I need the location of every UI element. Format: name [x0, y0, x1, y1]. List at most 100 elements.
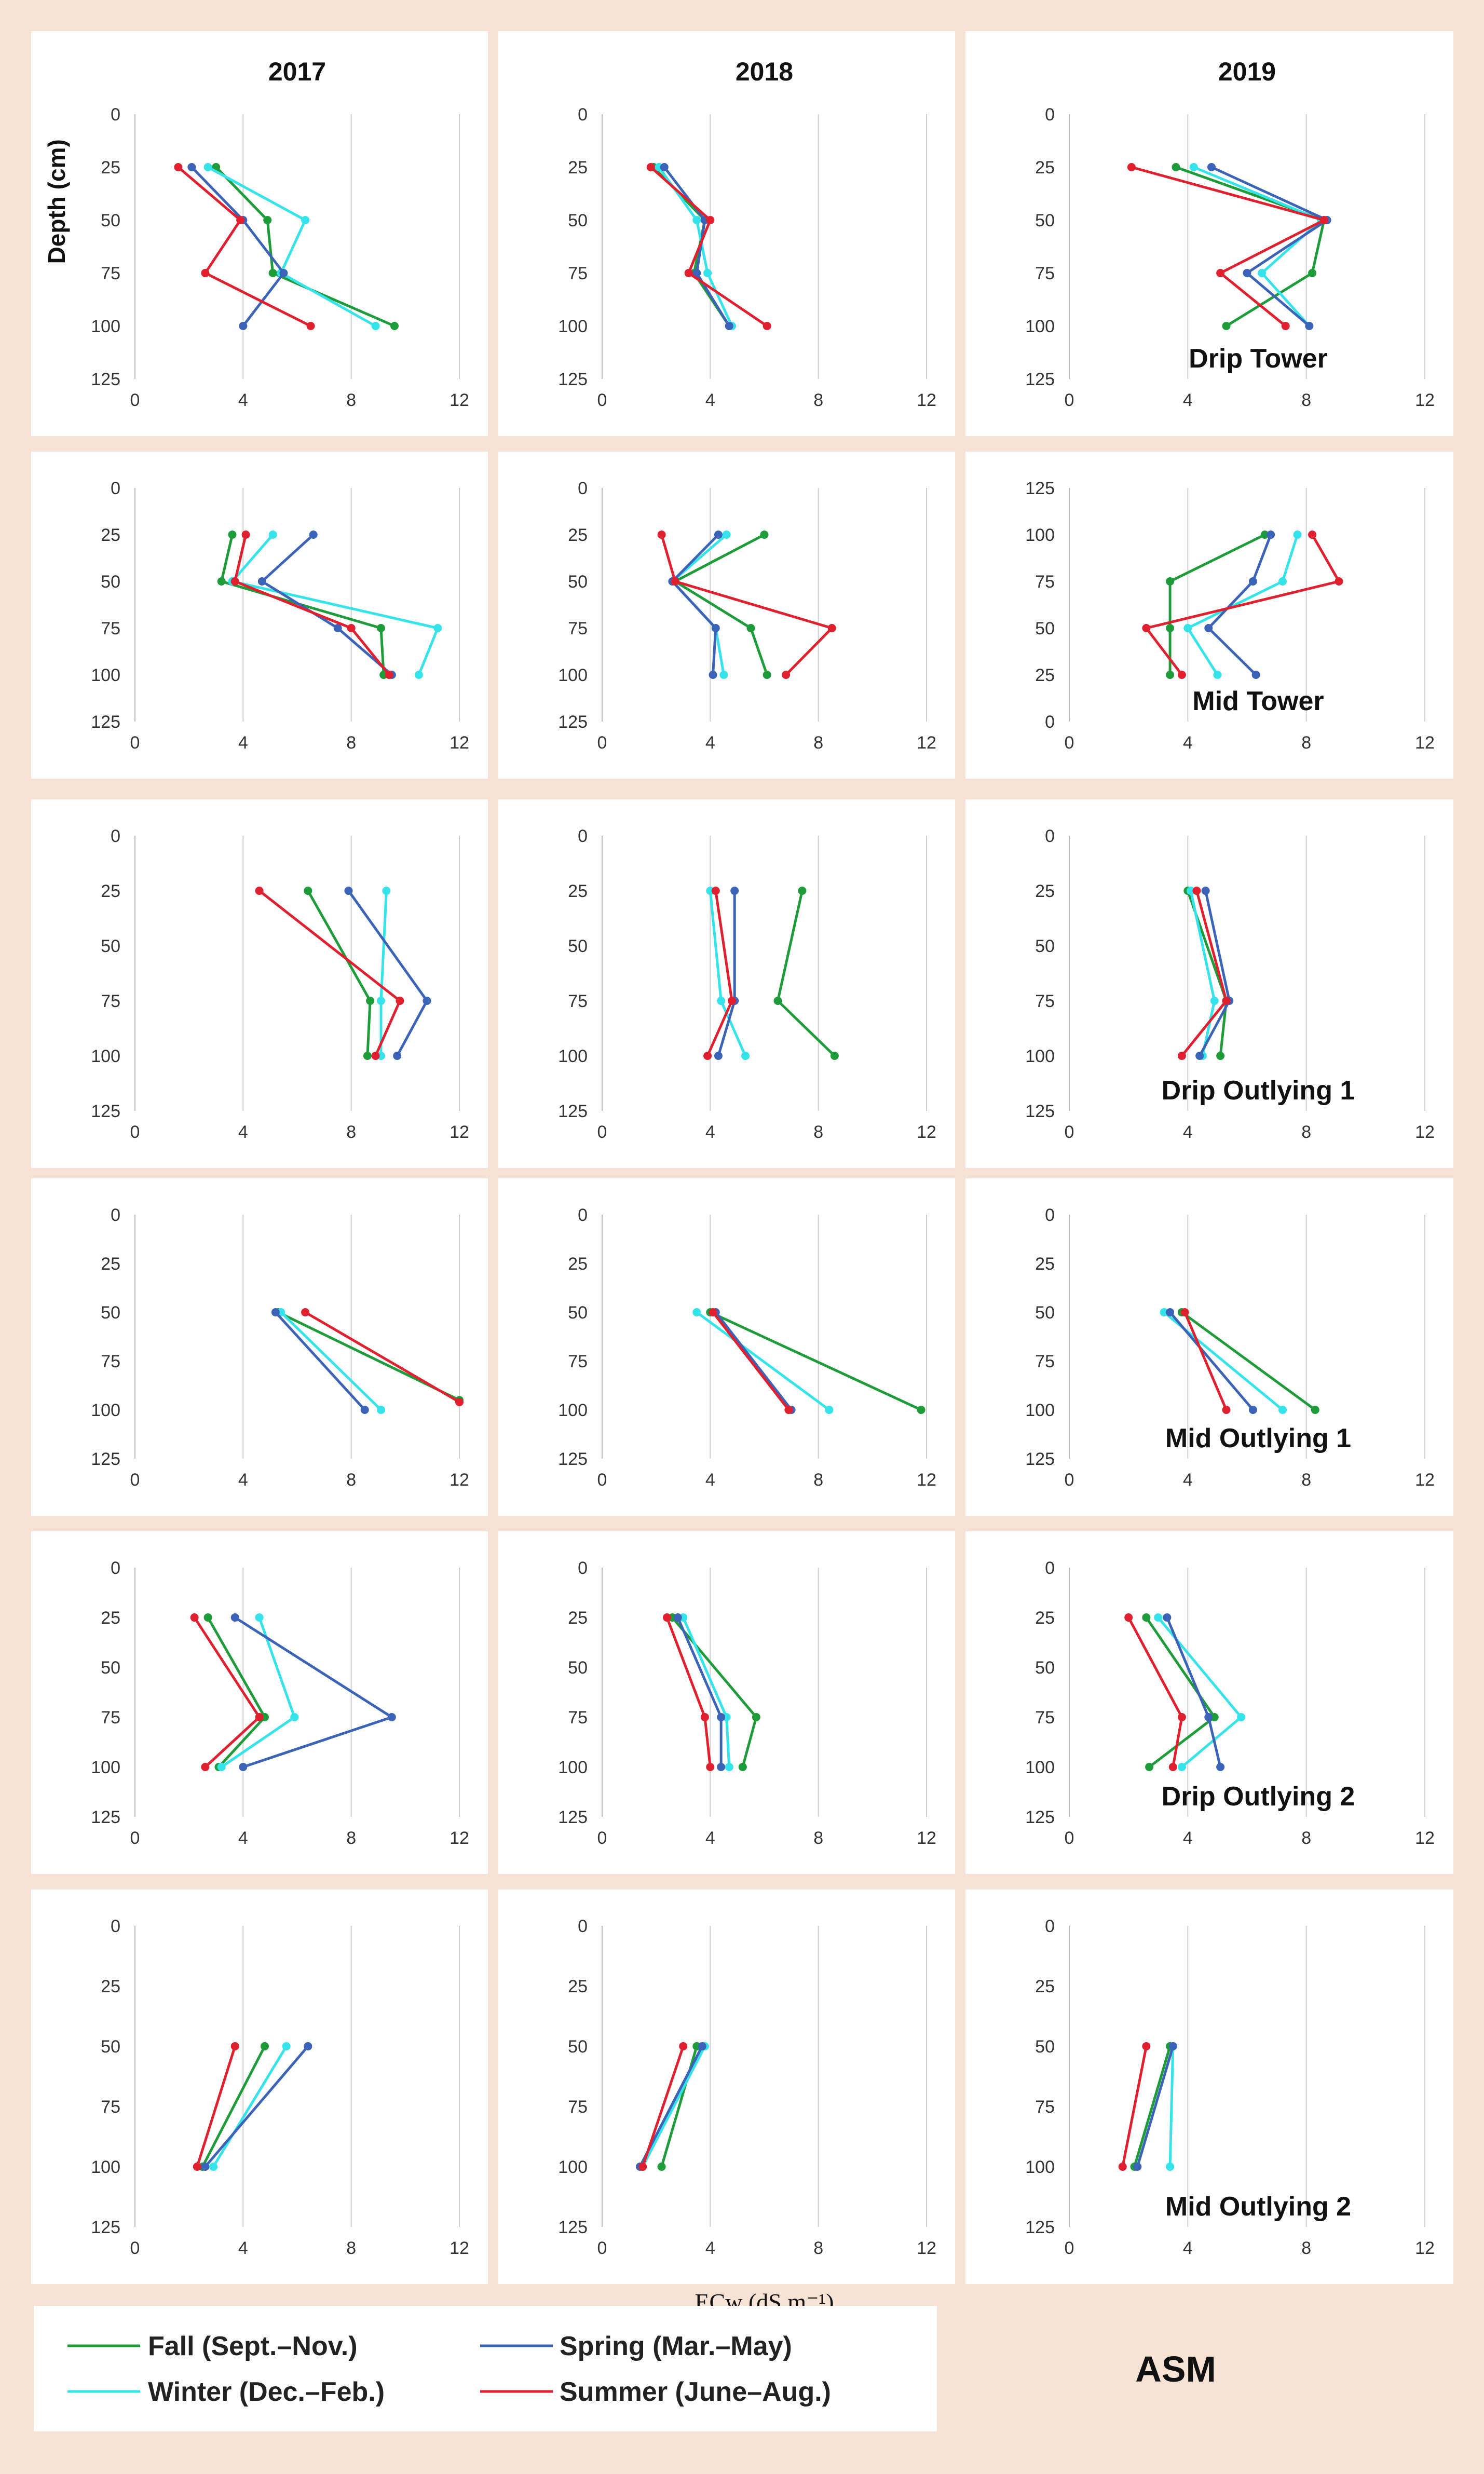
panel-background — [498, 1890, 955, 2284]
x-tick-label: 0 — [130, 733, 140, 753]
data-point-summer — [255, 1713, 264, 1721]
series-line-fall — [201, 2045, 266, 2168]
y-tick-label: 0 — [578, 1205, 588, 1225]
panels-group: 0 4 8 12 0 25 50 75 100 125 2017 Depth (cm) 0 4 8 12 0 25… — [31, 31, 1453, 2315]
panel-drip-tower-2018: 0 4 8 12 0 25 50 75 100 125 2018 — [498, 31, 955, 436]
panel-background — [965, 1531, 1453, 1874]
y-tick-label: 25 — [101, 881, 120, 901]
panel-background — [31, 799, 488, 1168]
y-tick-label: 25 — [1035, 1608, 1055, 1628]
y-tick-label: 75 — [101, 2097, 120, 2117]
y-tick-label: 50 — [101, 211, 120, 230]
data-point-winter — [268, 531, 277, 539]
data-point-spring — [1216, 1763, 1225, 1771]
series-line-winter — [1168, 2046, 1175, 2167]
y-tick-label: 50 — [568, 1303, 588, 1323]
y-tick-label: 100 — [91, 1758, 120, 1777]
series-line-winter — [207, 166, 376, 328]
data-point-summer — [236, 216, 245, 224]
data-point-summer — [1168, 1763, 1177, 1771]
y-tick-label: 25 — [568, 1254, 588, 1274]
series-line-summer — [177, 166, 311, 328]
data-point-spring — [239, 322, 248, 330]
data-point-spring — [1267, 531, 1275, 539]
x-tick-label: 12 — [917, 1122, 936, 1142]
data-point-summer — [1118, 2163, 1127, 2171]
y-tick-label: 0 — [578, 105, 588, 125]
data-point-spring — [709, 671, 717, 679]
data-point-winter — [692, 1308, 701, 1316]
y-tick-label: 100 — [558, 2157, 588, 2177]
y-tick-label: 50 — [568, 936, 588, 956]
y-tick-label: 50 — [101, 2037, 120, 2057]
x-tick-label: 0 — [1065, 2238, 1074, 2258]
data-point-summer — [638, 2163, 647, 2171]
y-tick-label: 100 — [91, 1046, 120, 1066]
year-label-2019: 2019 — [1218, 57, 1276, 86]
x-tick-label: 4 — [238, 1470, 248, 1490]
y-axis-title: Depth (cm) — [43, 139, 70, 264]
x-tick-label: 4 — [238, 733, 248, 753]
data-point-spring — [423, 997, 431, 1005]
data-point-fall — [363, 1052, 372, 1060]
x-tick-label: 8 — [813, 2238, 823, 2258]
x-tick-label: 12 — [450, 1470, 469, 1490]
y-tick-label: 25 — [101, 158, 120, 178]
series-line-spring — [190, 166, 285, 327]
data-point-fall — [763, 671, 771, 679]
y-tick-label: 75 — [1035, 1708, 1055, 1728]
x-tick-label: 8 — [813, 733, 823, 753]
series-line-summer — [1131, 166, 1326, 327]
y-tick-label: 50 — [101, 1303, 120, 1323]
y-tick-label: 75 — [568, 264, 588, 283]
y-tick-label: 50 — [1035, 1303, 1055, 1323]
x-tick-label: 0 — [1065, 1122, 1074, 1142]
x-tick-label: 0 — [597, 1828, 607, 1848]
data-point-fall — [1260, 531, 1269, 539]
data-point-summer — [1308, 531, 1317, 539]
data-point-fall — [1166, 671, 1175, 679]
data-point-summer — [371, 1052, 380, 1060]
panel-mid-tower-2018: 0 4 8 12 0 25 50 75 100 125 — [498, 452, 955, 779]
x-tick-label: 0 — [130, 1470, 140, 1490]
data-point-winter — [1278, 1406, 1287, 1414]
y-tick-label: 125 — [1025, 2218, 1055, 2237]
x-tick-label: 12 — [450, 1828, 469, 1848]
x-tick-label: 8 — [813, 1828, 823, 1848]
data-point-spring — [717, 1763, 726, 1771]
panel-background — [965, 452, 1453, 779]
series-line-fall — [215, 166, 395, 328]
data-point-winter — [433, 624, 442, 632]
year-label-2017: 2017 — [268, 57, 326, 86]
y-tick-label: 75 — [568, 1352, 588, 1371]
series-line-summer — [304, 1311, 460, 1404]
legend-label-spring: Spring (Mar.–May) — [560, 2331, 792, 2361]
x-tick-label: 0 — [1065, 390, 1074, 410]
data-point-spring — [1305, 322, 1314, 330]
x-tick-label: 8 — [1301, 1828, 1311, 1848]
data-point-winter — [376, 1406, 385, 1414]
data-point-summer — [385, 671, 393, 679]
data-point-fall — [1210, 1713, 1219, 1721]
y-tick-label: 50 — [568, 572, 588, 592]
y-tick-label: 75 — [1035, 572, 1055, 592]
x-tick-label: 4 — [1183, 390, 1193, 410]
y-tick-label: 0 — [1045, 1916, 1055, 1936]
data-point-fall — [1308, 269, 1317, 277]
y-tick-label: 100 — [558, 1046, 588, 1066]
series-line-winter — [658, 166, 733, 327]
x-tick-label: 8 — [346, 2238, 356, 2258]
series-line-fall — [710, 1311, 922, 1411]
data-point-summer — [1127, 163, 1136, 171]
data-point-fall — [203, 1613, 212, 1622]
data-point-summer — [671, 577, 679, 586]
x-tick-label: 0 — [597, 1122, 607, 1142]
y-tick-label: 100 — [1025, 525, 1055, 545]
y-tick-label: 125 — [91, 1449, 120, 1469]
x-tick-label: 8 — [1301, 1470, 1311, 1490]
panel-mid-outlying-2-2018: 0 4 8 12 0 25 50 75 100 125 — [498, 1890, 955, 2284]
panel-background — [498, 452, 955, 779]
data-point-spring — [360, 1406, 369, 1414]
panel-mid-outlying-1-2017: 0 4 8 12 0 25 50 75 100 125 — [31, 1178, 488, 1516]
y-tick-label: 25 — [101, 1254, 120, 1274]
